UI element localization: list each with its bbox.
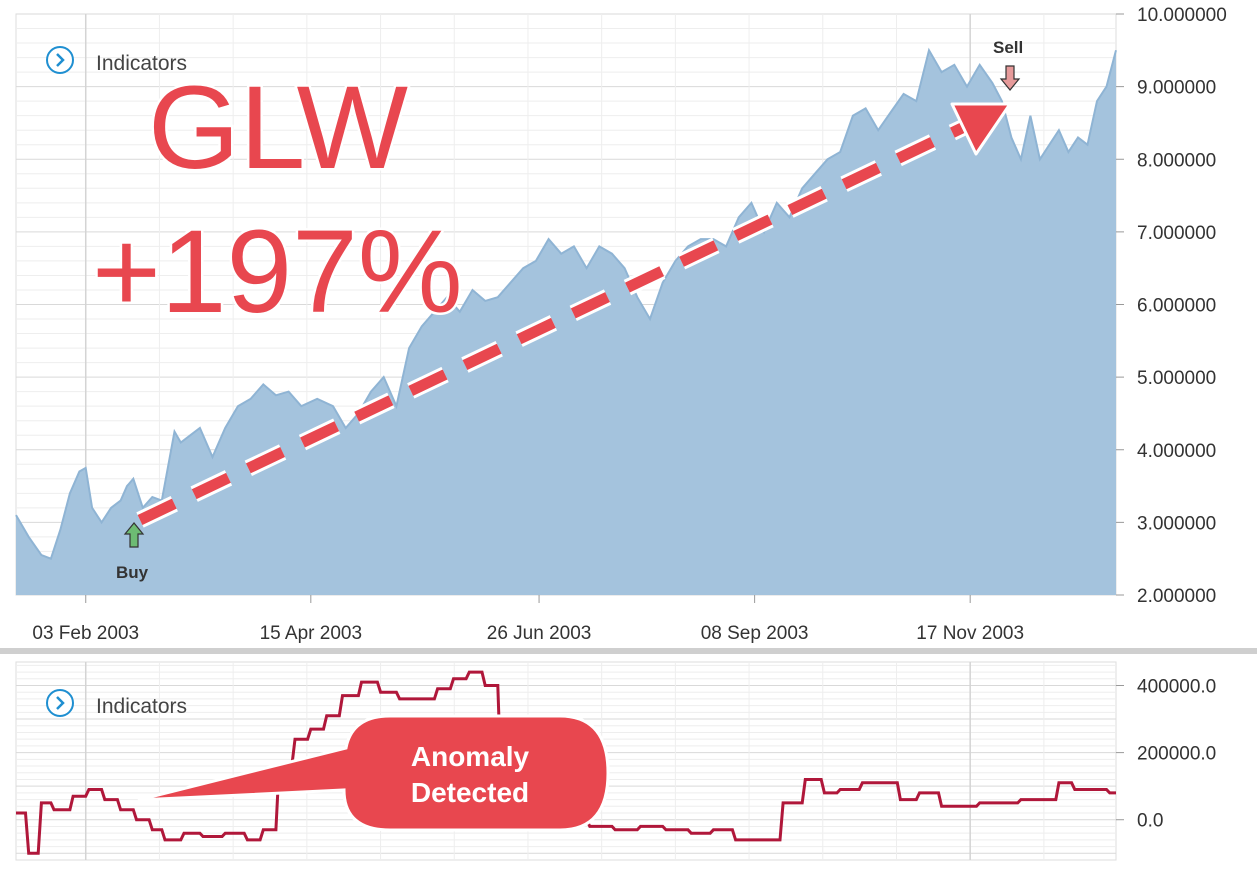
indicator-panel: 0.0 200000.0 400000.0 Indicators [15, 661, 1216, 861]
callout-line-2: Detected [411, 777, 529, 808]
price-line [15, 47, 1117, 561]
trend-arrow-head [950, 102, 1012, 156]
indicators-label-top[interactable]: Indicators [96, 52, 187, 75]
chevron-right-icon[interactable] [46, 46, 74, 74]
indicators-toggle-top[interactable]: Indicators [46, 46, 187, 75]
y-tick-label: 0.0 [1137, 811, 1163, 832]
buy-arrow-icon [123, 522, 145, 548]
price-y-axis: 2.000000 3.000000 4.000000 5.000000 6.000000… [1116, 5, 1227, 607]
chevron-right-glyph [56, 696, 65, 710]
y-tick-label: 5.000000 [1137, 368, 1216, 389]
price-x-axis: 03 Feb 2003 15 Apr 2003 26 Jun 2003 08 Sep … [32, 595, 1024, 644]
callout-line-1: Anomaly [411, 741, 530, 772]
y-tick-label: 10.000000 [1137, 5, 1227, 26]
x-tick-label: 15 Apr 2003 [260, 623, 362, 644]
y-tick-label: 4.000000 [1137, 441, 1216, 462]
x-tick-label: 17 Nov 2003 [916, 623, 1024, 644]
chevron-right-icon[interactable] [46, 689, 74, 717]
y-tick-label: 400000.0 [1137, 676, 1216, 697]
y-tick-label: 2.000000 [1137, 586, 1216, 607]
sell-label: Sell [993, 38, 1023, 57]
x-tick-label: 08 Sep 2003 [701, 623, 809, 644]
price-area [16, 50, 1116, 596]
sell-arrow-icon [999, 65, 1021, 91]
indicators-toggle-bottom[interactable]: Indicators [46, 689, 187, 718]
indicators-label-bottom[interactable]: Indicators [96, 695, 187, 718]
anomaly-callout [137, 714, 610, 832]
panel-separator[interactable] [0, 648, 1257, 654]
y-tick-label: 3.000000 [1137, 513, 1216, 534]
y-tick-label: 7.000000 [1137, 223, 1216, 244]
chevron-right-glyph [56, 53, 65, 67]
y-tick-label: 9.000000 [1137, 78, 1216, 99]
y-tick-label: 6.000000 [1137, 296, 1216, 317]
ticker-title: GLW [148, 62, 408, 194]
indicator-y-axis: 0.0 200000.0 400000.0 [1116, 676, 1216, 832]
annotation-overlays: GLW +197% Buy Sell Anomaly Detected [90, 38, 1023, 832]
trend-arrow-line [137, 123, 965, 525]
buy-label: Buy [116, 563, 149, 582]
x-tick-label: 26 Jun 2003 [487, 623, 592, 644]
y-tick-label: 8.000000 [1137, 150, 1216, 171]
y-tick-label: 200000.0 [1137, 744, 1216, 765]
gain-title: +197% [92, 206, 463, 338]
x-tick-label: 03 Feb 2003 [32, 623, 139, 644]
